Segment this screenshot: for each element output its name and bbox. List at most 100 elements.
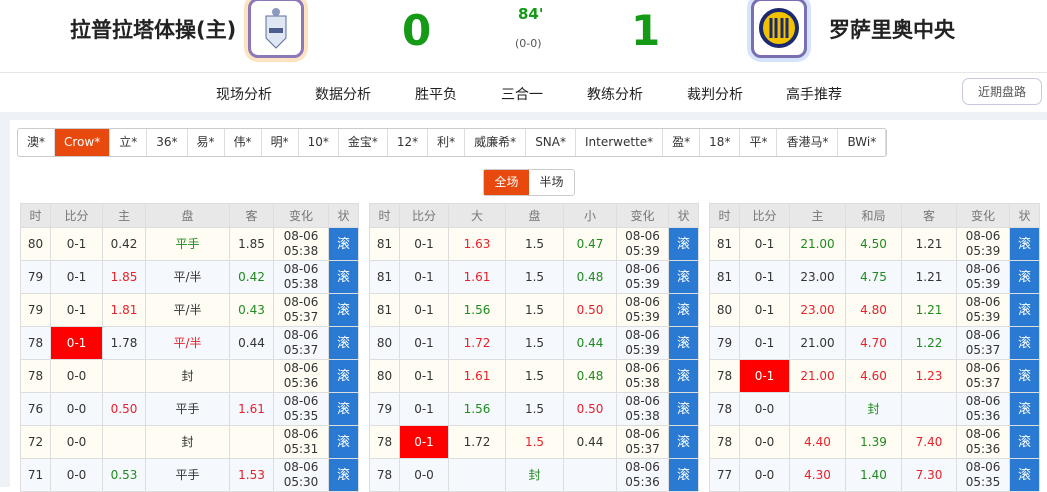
table-row: 78 0-1 1.78 平/半 0.44 08-06 05:37 滚 [20,326,359,360]
live-status-badge[interactable]: 滚 [668,392,699,426]
live-status-badge[interactable]: 滚 [668,227,699,261]
odds-cell [102,359,146,393]
odds-cell: 平手 [145,227,230,261]
change-time: 08-06 05:39 [616,293,669,327]
nav-item[interactable]: 教练分析 [587,87,643,103]
odds-cell: 0-1 [739,260,790,294]
nav-item[interactable]: 三合一 [501,87,543,103]
odds-cell: 0-1 [50,260,103,294]
nav-item[interactable]: 裁判分析 [687,87,743,103]
home-team-name[interactable]: 拉普拉塔体操(主) [70,18,237,42]
live-status-badge[interactable]: 滚 [328,227,359,261]
away-team-name[interactable]: 罗萨里奥中央 [829,18,955,42]
table-row: 80 0-1 23.00 4.80 1.21 08-06 05:39 滚 [709,293,1040,327]
odds-cell: 1.5 [505,293,564,327]
bookmaker-tab[interactable]: 明* [262,129,299,156]
bookmaker-tab[interactable]: 12* [388,129,429,156]
bookmaker-tab[interactable]: 18* [700,129,741,156]
live-status-badge[interactable]: 滚 [668,293,699,327]
column-header: 时 [20,203,51,228]
bookmaker-tab[interactable]: 香港马* [777,129,839,156]
full-time-tab[interactable]: 全场 [484,170,529,195]
bookmaker-tab[interactable]: 易* [188,129,225,156]
bookmaker-tab[interactable]: 金宝* [339,129,388,156]
odds-cell: 0-0 [50,425,103,459]
odds-cell: 0.43 [229,293,274,327]
live-status-badge[interactable]: 滚 [1009,425,1040,459]
odds-cell: 1.53 [229,458,274,492]
bookmaker-tab[interactable]: Crow* [55,129,111,156]
odds-cell: 0-0 [50,359,103,393]
bookmaker-tab[interactable]: 平* [740,129,778,156]
table-row: 71 0-0 0.53 平手 1.53 08-06 05:30 滚 [20,458,359,492]
bookmaker-tab[interactable]: SNA* [526,129,576,156]
bookmaker-tab[interactable]: 澳* [18,129,56,156]
live-status-badge[interactable]: 滚 [668,425,699,459]
home-team-logo[interactable] [248,0,304,58]
odds-cell: 78 [709,359,740,393]
odds-cell: 1.21 [901,293,957,327]
live-status-badge[interactable]: 滚 [328,458,359,492]
nav-item[interactable]: 现场分析 [216,87,272,103]
nav-item[interactable]: 胜平负 [415,87,457,103]
bookmaker-tab[interactable]: 36* [147,129,188,156]
live-status-badge[interactable]: 滚 [668,359,699,393]
live-status-badge[interactable]: 滚 [328,359,359,393]
odds-cell: 76 [20,392,51,426]
odds-cell: 1.81 [102,293,146,327]
live-status-badge[interactable]: 滚 [668,326,699,360]
odds-cell: 0-1 [50,293,103,327]
nav-item[interactable]: 高手推荐 [786,87,842,103]
bookmaker-tab[interactable]: 盈* [663,129,701,156]
live-status-badge[interactable]: 滚 [668,260,699,294]
odds-cell: 0-0 [739,425,790,459]
odds-cell: 21.00 [789,326,846,360]
bookmaker-tab[interactable]: Interwette* [576,129,664,156]
recent-handicap-button[interactable]: 近期盘路 [962,78,1042,105]
live-status-badge[interactable]: 滚 [328,326,359,360]
live-status-badge[interactable]: 滚 [328,260,359,294]
odds-cell: 0.44 [563,326,617,360]
change-time: 08-06 05:39 [956,293,1010,327]
live-status-badge[interactable]: 滚 [668,458,699,492]
odds-cell: 0-1 [399,425,449,459]
live-status-badge[interactable]: 滚 [328,425,359,459]
live-status-badge[interactable]: 滚 [328,293,359,327]
live-status-badge[interactable]: 滚 [1009,458,1040,492]
nav-item[interactable]: 数据分析 [315,87,371,103]
bookmaker-tab[interactable]: 利* [428,129,466,156]
column-header: 盘 [505,203,564,228]
table-row: 80 0-1 1.72 1.5 0.44 08-06 05:39 滚 [369,326,699,360]
live-status-badge[interactable]: 滚 [1009,392,1040,426]
change-time: 08-06 05:38 [616,392,669,426]
odds-cell: 封 [145,359,230,393]
change-time: 08-06 05:37 [956,359,1010,393]
live-status-badge[interactable]: 滚 [1009,293,1040,327]
table-row: 81 0-1 1.63 1.5 0.47 08-06 05:39 滚 [369,227,699,261]
odds-cell: 79 [20,293,51,327]
live-status-badge[interactable]: 滚 [1009,227,1040,261]
bookmaker-tab[interactable]: 10* [299,129,339,156]
away-score: 1 [631,6,661,55]
table-row: 78 0-1 21.00 4.60 1.23 08-06 05:37 滚 [709,359,1040,393]
live-status-badge[interactable]: 滚 [1009,359,1040,393]
bookmaker-tab[interactable]: 立* [110,129,148,156]
odds-cell: 78 [709,425,740,459]
table-row: 78 0-1 1.72 1.5 0.44 08-06 05:37 滚 [369,425,699,459]
odds-cell: 平手 [145,458,230,492]
odds-cell: 4.50 [845,227,902,261]
odds-cell: 4.30 [789,458,846,492]
live-status-badge[interactable]: 滚 [1009,326,1040,360]
away-team-logo[interactable] [751,0,807,58]
bookmaker-tab[interactable]: 伟* [225,129,262,156]
bookmaker-tab[interactable]: 威廉希* [465,129,527,156]
bookmaker-tab[interactable]: BWi* [838,129,887,156]
live-status-badge[interactable]: 滚 [328,392,359,426]
live-status-badge[interactable]: 滚 [1009,260,1040,294]
table-row: 79 0-1 21.00 4.70 1.22 08-06 05:37 滚 [709,326,1040,360]
over-under-table: 时比分大盘小变化状 81 0-1 1.63 1.5 0.47 08-06 05:39 滚 81 0-… [369,203,699,492]
odds-cell: 0-1 [399,392,449,426]
column-header: 比分 [399,203,449,228]
odds-cell: 78 [369,425,400,459]
half-time-tab[interactable]: 半场 [539,175,564,189]
